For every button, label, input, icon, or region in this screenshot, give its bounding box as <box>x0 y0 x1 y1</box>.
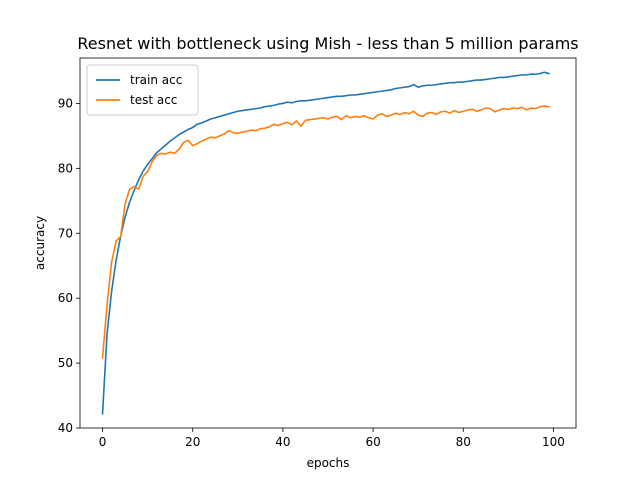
y-axis-label: accuracy <box>33 216 47 270</box>
x-tick-label-0: 0 <box>99 435 107 449</box>
series-line-0 <box>101 71 550 415</box>
x-tick-label-3: 60 <box>365 435 380 449</box>
axes-frame <box>79 57 577 429</box>
legend: train acc test acc <box>86 64 199 116</box>
y-tick-label-1: 50 <box>58 356 73 370</box>
legend-label-0: train acc <box>130 73 182 87</box>
series-line-1 <box>101 105 550 359</box>
x-tick-label-1: 20 <box>185 435 200 449</box>
legend-label-1: test acc <box>130 93 177 107</box>
chart-title: Resnet with bottleneck using Mish - less… <box>77 34 578 53</box>
x-tick-label-5: 100 <box>542 435 565 449</box>
y-tick-label-0: 40 <box>58 421 73 435</box>
y-tick-label-4: 80 <box>58 161 73 175</box>
x-tick-label-4: 80 <box>456 435 471 449</box>
y-tick-label-2: 60 <box>58 291 73 305</box>
x-tick-label-2: 40 <box>275 435 290 449</box>
x-axis-label: epochs <box>307 456 350 470</box>
series-layer <box>101 71 550 415</box>
y-tick-label-3: 70 <box>58 226 73 240</box>
y-tick-label-5: 90 <box>58 96 73 110</box>
legend-box <box>86 64 199 116</box>
axes-layer: 0 20 40 60 80 100 40 50 60 70 80 90 <box>58 57 577 449</box>
